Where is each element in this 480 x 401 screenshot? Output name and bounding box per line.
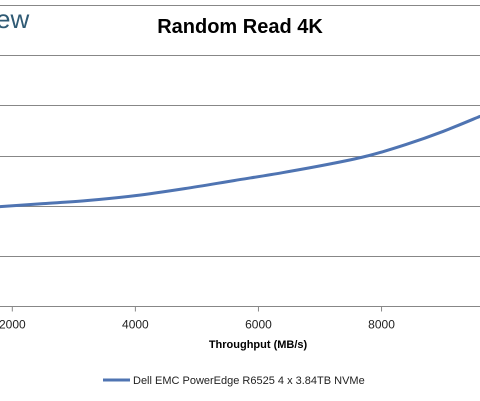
x-axis: [0, 306, 480, 312]
x-axis-title: Throughput (MB/s): [209, 339, 308, 351]
gridlines: [0, 5, 480, 257]
legend-label: Dell EMC PowerEdge R6525 4 x 3.84TB NVMe: [133, 375, 365, 387]
x-tick-label: 4000: [122, 318, 149, 332]
x-tick-label: 2000: [0, 318, 26, 332]
x-tick-label: 8000: [368, 318, 395, 332]
x-tick-label: 6000: [245, 318, 272, 332]
x-tick-labels: 2000 4000 6000 8000: [0, 318, 395, 332]
series-line: [0, 114, 480, 209]
chart-title: Random Read 4K: [157, 16, 323, 38]
logo-text-fragment: ew: [0, 4, 29, 34]
series-layer: [0, 114, 480, 209]
legend: Dell EMC PowerEdge R6525 4 x 3.84TB NVMe: [103, 375, 365, 387]
